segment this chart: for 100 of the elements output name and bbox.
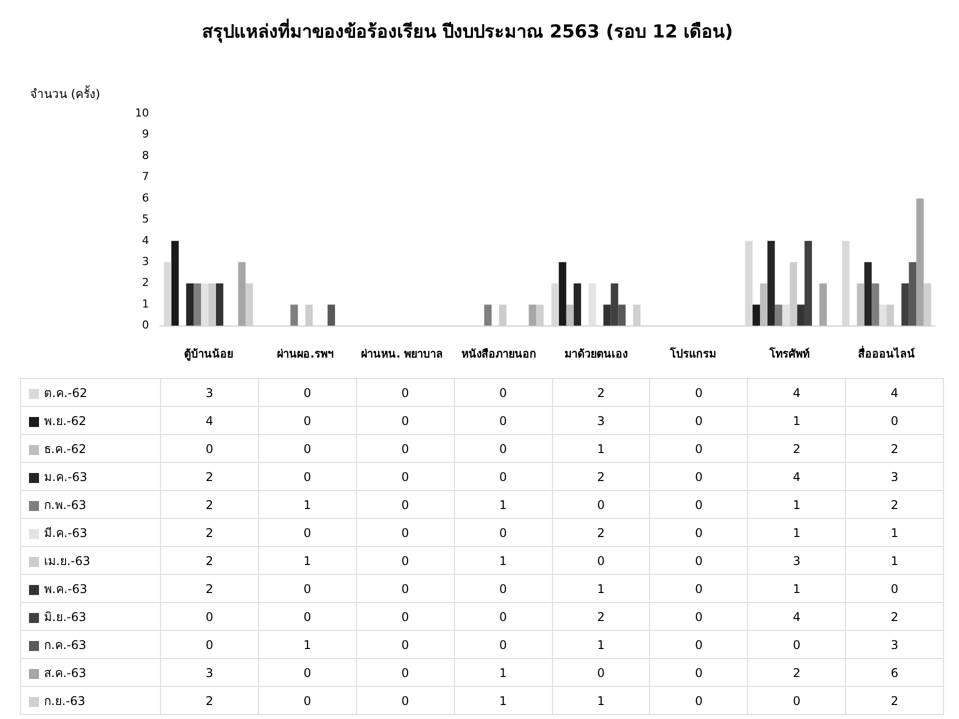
data-label: 3 — [160, 658, 258, 686]
data-label: 2 — [160, 546, 258, 574]
bar — [238, 262, 246, 326]
x-tick-label: มาด้วยตนเอง — [564, 347, 628, 360]
legend-label: ก.ย.-63 — [20, 686, 160, 714]
legend-label: มี.ค.-63 — [20, 518, 160, 546]
data-label: 0 — [454, 518, 552, 546]
data-label: 0 — [846, 574, 944, 602]
data-label: 3 — [748, 546, 846, 574]
x-tick-label: ผ่านหน. พยาบาล — [361, 347, 444, 360]
bar — [171, 240, 179, 326]
bar — [194, 283, 202, 326]
data-label: 2 — [846, 434, 944, 462]
data-label: 4 — [160, 406, 258, 434]
y-tick-label: 5 — [142, 212, 149, 226]
data-label: 2 — [846, 490, 944, 518]
bar — [186, 283, 194, 326]
data-label: 0 — [356, 406, 454, 434]
data-label: 0 — [454, 378, 552, 406]
legend-label: ส.ค.-63 — [20, 658, 160, 686]
data-label: 4 — [748, 378, 846, 406]
data-label: 2 — [552, 378, 650, 406]
data-label: 1 — [846, 546, 944, 574]
y-tick-label: 1 — [142, 297, 149, 310]
data-label: 1 — [846, 518, 944, 546]
data-label: 0 — [356, 462, 454, 490]
data-label: 0 — [258, 574, 356, 602]
data-label: 1 — [258, 490, 356, 518]
data-label: 0 — [258, 658, 356, 686]
data-label: 0 — [258, 378, 356, 406]
data-label: 1 — [748, 406, 846, 434]
bar — [908, 262, 916, 326]
bar — [216, 283, 224, 326]
y-tick-label: 2 — [142, 276, 149, 290]
data-label: 3 — [160, 378, 258, 406]
data-label: 0 — [454, 602, 552, 630]
data-label: 4 — [846, 378, 944, 406]
data-label: 0 — [258, 686, 356, 714]
data-label: 2 — [160, 686, 258, 714]
data-label: 0 — [650, 434, 748, 462]
bar — [566, 304, 574, 326]
bar — [290, 304, 298, 326]
legend-label: ต.ค.-62 — [20, 378, 160, 406]
data-label: 0 — [160, 434, 258, 462]
bar — [856, 283, 864, 326]
data-label: 0 — [160, 602, 258, 630]
x-tick-label: ผ่านผอ.รพฯ — [277, 347, 334, 360]
bar — [774, 304, 782, 326]
data-label: 0 — [650, 686, 748, 714]
data-label: 2 — [552, 518, 650, 546]
bar — [484, 304, 492, 326]
data-label: 1 — [552, 630, 650, 658]
legend-label: พ.ค.-63 — [20, 574, 160, 602]
data-label: 4 — [748, 462, 846, 490]
x-tick-label: ตู้บ้านน้อย — [184, 347, 233, 362]
data-label: 1 — [552, 574, 650, 602]
data-label: 3 — [846, 630, 944, 658]
x-tick-label: สื่อออนไลน์ — [858, 345, 916, 360]
chart-title: สรุปแหล่งที่มาของข้อร้องเรียน ปีงบประมาณ 2563 (รอบ 12 เดือน) — [202, 18, 733, 44]
data-label: 2 — [846, 686, 944, 714]
legend-label: มิ.ย.-63 — [20, 602, 160, 630]
data-label: 0 — [650, 546, 748, 574]
data-label: 0 — [650, 602, 748, 630]
data-label: 4 — [748, 602, 846, 630]
data-label: 0 — [160, 630, 258, 658]
data-label: 0 — [356, 574, 454, 602]
bar — [201, 283, 208, 326]
bar — [767, 240, 775, 326]
bar — [328, 304, 336, 326]
bar — [528, 304, 536, 326]
bar — [842, 240, 850, 326]
data-label: 0 — [552, 490, 650, 518]
data-label: 2 — [748, 658, 846, 686]
y-tick-label: 9 — [142, 128, 149, 141]
x-tick-label: โทรศัพท์ — [768, 346, 810, 360]
data-label: 0 — [650, 378, 748, 406]
data-label: 0 — [258, 462, 356, 490]
y-tick-label: 0 — [142, 318, 149, 332]
y-tick-label: 6 — [142, 191, 149, 204]
data-label: 0 — [454, 574, 552, 602]
data-label: 2 — [552, 462, 650, 490]
x-tick-label: หนังสือภายนอก — [462, 347, 537, 360]
y-tick-label: 4 — [142, 234, 149, 247]
data-label: 1 — [454, 686, 552, 714]
data-label: 3 — [846, 462, 944, 490]
y-axis-title: จำนวน (ครั้ง) — [30, 85, 100, 102]
data-label: 1 — [748, 518, 846, 546]
data-label: 0 — [650, 574, 748, 602]
legend-label: ก.พ.-63 — [20, 490, 160, 518]
y-tick-label: 8 — [142, 148, 149, 162]
bar — [588, 283, 596, 326]
data-label: 0 — [454, 406, 552, 434]
data-label: 0 — [454, 462, 552, 490]
bar — [804, 240, 812, 326]
data-label: 0 — [356, 378, 454, 406]
data-label: 2 — [846, 602, 944, 630]
legend-label: ก.ค.-63 — [20, 630, 160, 658]
data-label: 1 — [454, 546, 552, 574]
y-tick-label: 7 — [142, 170, 149, 184]
data-label: 0 — [748, 630, 846, 658]
